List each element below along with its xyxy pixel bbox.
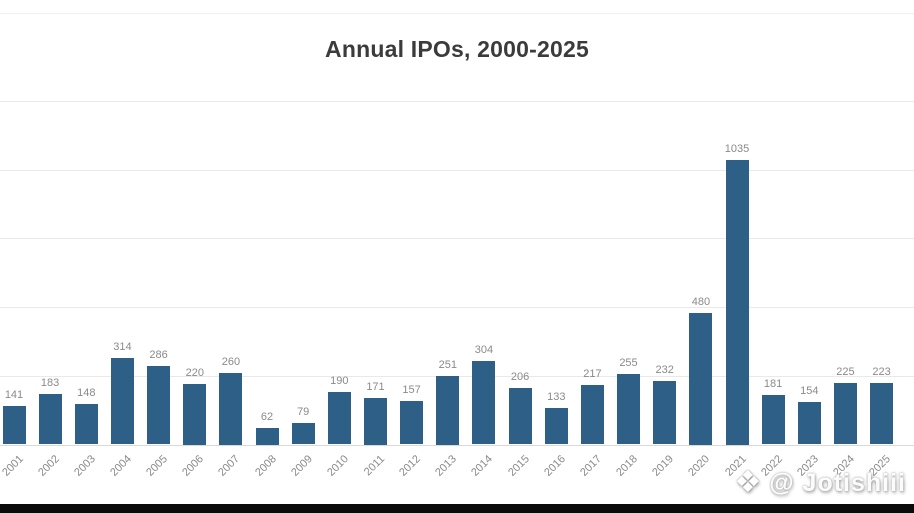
x-axis-label: 2008 bbox=[252, 452, 279, 479]
bar-2019 bbox=[653, 380, 677, 445]
bar-value-label: 62 bbox=[260, 410, 274, 423]
bar-2016 bbox=[544, 407, 568, 445]
x-axis-line bbox=[0, 444, 914, 446]
x-axis-label: 2019 bbox=[650, 452, 677, 479]
bar-value-label: 181 bbox=[763, 377, 783, 390]
bar-2018 bbox=[617, 374, 640, 445]
chart-title: Annual IPOs, 2000-2025 bbox=[325, 36, 589, 62]
bar-value-label: 148 bbox=[77, 386, 96, 399]
bar-2022 bbox=[761, 394, 785, 445]
bar-value-label: 133 bbox=[547, 390, 566, 403]
x-axis-label: 2002 bbox=[35, 452, 62, 479]
bar-value-label: 190 bbox=[330, 375, 349, 388]
x-axis-label: 2010 bbox=[325, 452, 351, 479]
bar-2013 bbox=[436, 375, 460, 445]
bar-value-label: 260 bbox=[221, 356, 241, 368]
x-axis-label: 2015 bbox=[505, 452, 532, 479]
gridline-1000 bbox=[0, 169, 914, 171]
x-axis-label: 2024 bbox=[831, 452, 857, 479]
x-axis-label: 2016 bbox=[541, 452, 568, 479]
x-axis-label: 2023 bbox=[794, 452, 821, 479]
x-axis-label: 2011 bbox=[361, 452, 387, 478]
bar-2012 bbox=[400, 401, 424, 445]
bar-value-label: 183 bbox=[40, 377, 60, 390]
bar-value-label: 225 bbox=[836, 365, 855, 378]
bar-2024 bbox=[833, 382, 857, 445]
bar-value-label: 171 bbox=[366, 380, 385, 393]
x-axis-label: 2017 bbox=[578, 452, 604, 479]
bar-value-label: 232 bbox=[655, 363, 674, 376]
bar-2014 bbox=[472, 360, 496, 445]
x-axis-label: 2001 bbox=[0, 452, 26, 479]
bar-value-label: 223 bbox=[872, 366, 891, 379]
bar-value-label: 220 bbox=[185, 367, 204, 379]
bar-2023 bbox=[797, 402, 821, 445]
bar-2008 bbox=[255, 427, 279, 445]
bar-2015 bbox=[508, 387, 532, 445]
x-axis-label: 2013 bbox=[433, 452, 460, 479]
bar-2002 bbox=[38, 394, 62, 445]
bar-value-label: 217 bbox=[583, 367, 602, 380]
x-axis-label: 2018 bbox=[614, 452, 641, 479]
x-axis-label: 2005 bbox=[144, 452, 171, 479]
x-axis-label: 2006 bbox=[180, 452, 207, 479]
x-axis-label: 2025 bbox=[867, 452, 894, 479]
x-axis-label: 2007 bbox=[216, 452, 243, 479]
x-axis-label: 2021 bbox=[722, 452, 749, 479]
bar-2006 bbox=[183, 384, 207, 445]
bar-2009 bbox=[291, 422, 315, 445]
bar-2001 bbox=[2, 405, 26, 445]
gridline-750 bbox=[0, 238, 914, 240]
bar-2017 bbox=[580, 384, 604, 445]
x-axis-label: 2004 bbox=[108, 452, 134, 479]
bar-2007 bbox=[219, 373, 243, 445]
x-axis-label: 2012 bbox=[397, 452, 424, 479]
bar-2005 bbox=[147, 365, 171, 445]
x-axis-label: 2022 bbox=[758, 452, 785, 479]
bar-value-label: 154 bbox=[800, 385, 819, 398]
x-axis-label: 2003 bbox=[71, 452, 98, 479]
bar-value-label: 286 bbox=[149, 348, 168, 361]
x-axis-label: 2020 bbox=[686, 452, 713, 479]
bottom-black-strip bbox=[0, 504, 914, 513]
x-axis-label: 2014 bbox=[469, 452, 496, 479]
bar-2020 bbox=[689, 312, 713, 445]
bar-value-label: 1035 bbox=[724, 143, 750, 155]
gridline-500 bbox=[0, 307, 914, 309]
bar-2011 bbox=[364, 397, 387, 445]
bar-value-label: 314 bbox=[113, 341, 132, 354]
bar-value-label: 480 bbox=[691, 295, 711, 308]
bar-2004 bbox=[110, 358, 134, 445]
bar-2003 bbox=[74, 403, 98, 445]
gridline-1250 bbox=[0, 100, 914, 102]
x-axis-label: 2009 bbox=[288, 452, 315, 479]
bar-value-label: 251 bbox=[438, 358, 457, 371]
bar-value-label: 79 bbox=[297, 405, 310, 418]
bar-2025 bbox=[870, 383, 894, 445]
bar-value-label: 255 bbox=[619, 357, 638, 370]
bar-2021 bbox=[725, 160, 749, 445]
diamond-logo-icon: ❖ bbox=[734, 466, 762, 499]
bar-value-label: 304 bbox=[474, 343, 494, 356]
bar-value-label: 141 bbox=[4, 388, 24, 401]
bar-value-label: 206 bbox=[510, 370, 530, 383]
bar-2010 bbox=[327, 392, 351, 445]
top-hairline bbox=[0, 13, 914, 14]
bar-value-label: 157 bbox=[402, 384, 421, 397]
